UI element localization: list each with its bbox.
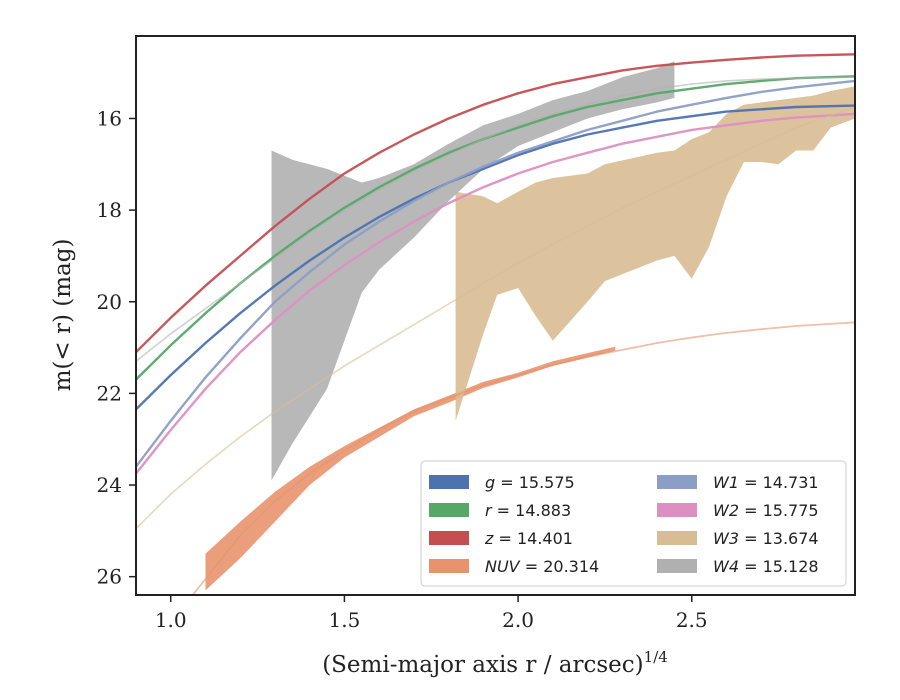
line-nuv <box>191 321 855 595</box>
legend-entry-nuv: NUV = 20.314 <box>485 557 599 576</box>
legend-swatch-nuv <box>429 559 469 573</box>
legend-swatch-w1 <box>657 475 697 489</box>
x-tick-label: 2.0 <box>502 608 534 632</box>
y-axis-label: m(< r) (mag) <box>50 239 76 392</box>
legend: g = 15.575 r = 14.883 z = 14.401 NUV = 20.3… <box>420 460 847 587</box>
legend-swatch-w3 <box>657 531 697 545</box>
y-tick-label: 22 <box>97 381 122 405</box>
legend-swatch-g <box>429 475 469 489</box>
legend-entry-w3: W3 = 13.674 <box>713 529 819 548</box>
x-tick-label: 1.5 <box>328 608 360 632</box>
band-w3 <box>455 86 855 421</box>
y-tick-label: 16 <box>97 106 122 130</box>
curve-lines <box>136 53 855 595</box>
band-w4 <box>271 61 675 481</box>
y-tick-label: 24 <box>97 473 122 497</box>
y-tick-label: 26 <box>97 565 122 589</box>
legend-swatch-w4 <box>657 559 697 573</box>
legend-swatch-z <box>429 531 469 545</box>
line-g <box>136 104 855 411</box>
y-axis-ticks: 16 18 20 22 24 26 <box>97 106 136 589</box>
error-bands <box>205 61 855 591</box>
line-w4 <box>136 76 855 362</box>
plot-frame <box>135 35 856 596</box>
legend-swatch-w2 <box>657 503 697 517</box>
y-tick-label: 20 <box>97 290 122 314</box>
line-w2 <box>136 112 855 475</box>
legend-swatch-r <box>429 503 469 517</box>
legend-box <box>420 460 847 587</box>
legend-entry-w2: W2 = 15.775 <box>713 501 819 520</box>
legend-entry-w4: W4 = 15.128 <box>713 557 819 576</box>
y-tick-label: 18 <box>97 198 122 222</box>
line-w3 <box>136 106 855 530</box>
legend-entry-w1: W1 = 14.731 <box>713 473 819 492</box>
x-tick-label: 2.5 <box>676 608 708 632</box>
line-z <box>136 53 855 354</box>
legend-entry-g: g = 15.575 <box>485 473 575 492</box>
legend-entry-z: z = 14.401 <box>484 529 573 548</box>
x-tick-label: 1.0 <box>155 608 187 632</box>
x-axis-ticks: 1.0 1.5 2.0 2.5 <box>155 595 708 632</box>
x-axis-label: (Semi-major axis r / arcsec)1/4 <box>322 648 668 678</box>
legend-entry-r: r = 14.883 <box>485 501 571 520</box>
line-w1 <box>136 79 855 468</box>
